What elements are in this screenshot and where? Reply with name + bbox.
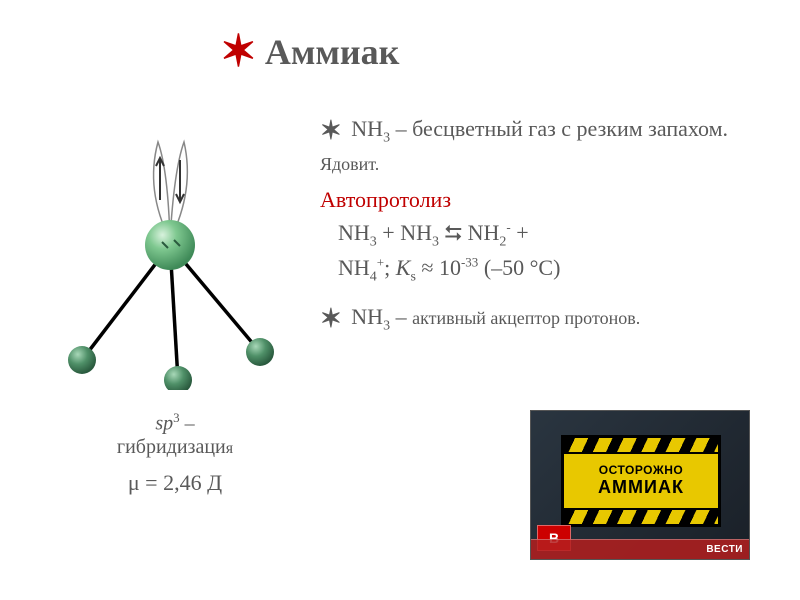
b1-nh: NH [351, 116, 383, 141]
bullet-2: ✶ NH3 – активный акцептор протонов. [320, 298, 770, 336]
hyb-dash: – [180, 413, 195, 435]
dipole-moment: μ = 2,46 Д [60, 470, 290, 496]
hyb-word: гибридизаци [117, 436, 226, 458]
eq-arrow: ⮀ [439, 220, 468, 245]
hazard-stripe-icon-2 [564, 508, 718, 524]
b2-text: активный акцептор протонов. [412, 308, 640, 328]
hybridization-label: sp3 – гибридизация [60, 410, 290, 459]
page-title: Аммиак [265, 31, 400, 73]
hyb-last: я [226, 440, 233, 457]
news-ticker: ВЕСТИ [531, 539, 749, 559]
channel-name: ВЕСТИ [706, 544, 743, 555]
eq-semi: ; [384, 255, 396, 280]
b2-dash: – [390, 304, 412, 329]
molecule-diagram [50, 130, 290, 390]
hyb-sp: sp [155, 413, 173, 435]
warning-image: ОСТОРОЖНО АММИАК B ВЕСТИ [530, 410, 750, 560]
equation: NH3 + NH3 ⮀ NH2- + NH4+; Ks ≈ 10-33 (–50… [338, 217, 770, 288]
eq-nh2: NH [468, 220, 500, 245]
eq-temp: (–50 °C) [478, 255, 560, 280]
eq-nh3-1: NH [338, 220, 370, 245]
eq-plus-1: + [377, 220, 400, 245]
bullet-star-icon-2: ✶ [320, 304, 342, 333]
title-star-icon: ✶ [220, 30, 257, 74]
b1-toxic: Ядовит. [320, 154, 379, 174]
b1-text: – бесцветный газ с резким запахом. [390, 116, 728, 141]
warn-line2: АММИАК [598, 477, 684, 499]
eq-exp: -33 [461, 255, 478, 270]
warning-bg: ОСТОРОЖНО АММИАК B ВЕСТИ [530, 410, 750, 560]
bullet-1: ✶ NH3 – бесцветный газ с резким запахом.… [320, 110, 770, 179]
title-row: ✶ Аммиак [220, 30, 399, 74]
b2-nh: NH [351, 304, 383, 329]
eq-plus-2: + [511, 220, 529, 245]
warning-text: ОСТОРОЖНО АММИАК [598, 463, 684, 499]
eq-approx: ≈ 10 [416, 255, 461, 280]
autoprotolysis-heading: Автопротолиз [320, 187, 770, 213]
warning-sign: ОСТОРОЖНО АММИАК [561, 435, 721, 527]
eq-nh4: NH [338, 255, 370, 280]
bullet-star-icon: ✶ [320, 116, 342, 145]
eq-ks: K [396, 255, 411, 280]
eq-nh3-2: NH [400, 220, 432, 245]
warn-line1: ОСТОРОЖНО [598, 463, 684, 477]
content-block: ✶ NH3 – бесцветный газ с резким запахом.… [320, 110, 770, 342]
hazard-stripe-icon [564, 438, 718, 454]
